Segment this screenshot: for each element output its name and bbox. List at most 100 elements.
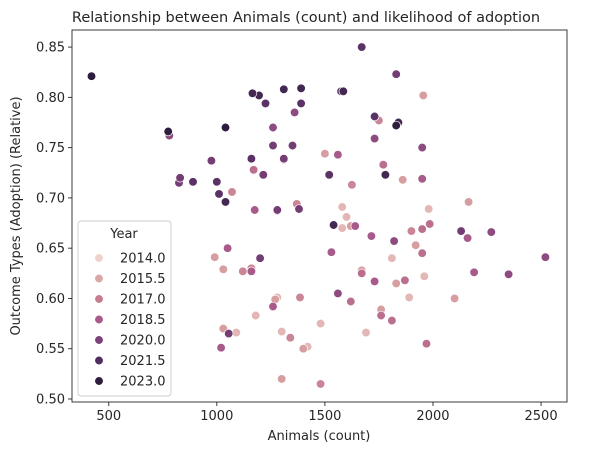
data-point [419,271,429,281]
data-point [417,174,427,184]
data-point [250,205,260,215]
legend-marker [94,314,104,325]
data-point [268,122,278,133]
data-point [220,197,231,207]
data-point [400,275,410,285]
y-tick-label: 0.65 [36,242,65,257]
x-tick-label: 1500 [308,409,341,424]
y-tick-label: 0.75 [36,141,65,156]
data-point [298,344,308,354]
data-point [279,84,289,94]
points-layer [86,42,551,389]
legend-marker [94,294,104,304]
data-point [366,231,377,241]
x-axis: 500 1000 1500 2000 2500 [96,402,558,424]
data-point [421,339,432,349]
data-point [391,120,401,131]
data-point [227,187,237,197]
data-point [456,226,466,236]
plot-area-frame [71,29,568,403]
data-point [346,296,356,307]
y-axis-title: Outcome Types (Adoption) (Relative) [9,96,24,335]
legend-marker [94,376,104,386]
data-point [296,83,306,93]
data-point [251,310,261,321]
y-tick-label: 0.50 [36,392,65,407]
data-point [285,333,295,343]
data-point [462,233,473,243]
data-point [296,98,306,109]
data-point [376,310,386,321]
data-point [540,252,551,262]
data-point [206,156,217,166]
y-tick-label: 0.60 [36,292,65,307]
data-point [247,88,258,98]
data-point [315,318,326,329]
legend-marker [94,355,104,366]
x-tick-label: 500 [96,409,121,424]
data-point [338,86,348,96]
legend-label: 2021.5 [120,354,166,369]
data-point [333,288,343,299]
data-point [214,189,224,199]
data-point [369,111,380,122]
x-tick-label: 2500 [525,409,558,424]
data-point [369,133,380,144]
data-point [341,212,352,222]
data-point [326,247,337,257]
data-point [369,276,380,287]
legend-marker [94,253,104,263]
data-point [255,253,265,263]
data-point [389,236,399,246]
data-point [387,253,397,263]
data-point [333,150,343,160]
x-tick-label: 2000 [416,409,449,424]
data-point [425,219,435,229]
data-point [391,278,401,289]
data-point [277,374,287,384]
data-point [503,269,514,279]
data-point [328,220,339,230]
legend-marker [94,335,104,345]
data-point [378,160,388,170]
y-tick-label: 0.85 [36,41,65,56]
data-point [418,90,428,101]
legend-title: Year [109,227,138,242]
data-point [357,42,367,52]
data-point [272,205,282,215]
data-point [260,98,271,109]
data-point [391,69,401,79]
data-point [224,328,234,339]
legend-label: 2015.5 [120,272,166,287]
legend-label: 2023.0 [120,375,166,390]
legend-label: 2018.5 [120,313,166,328]
legend-marker [94,273,104,284]
data-point [486,227,496,237]
data-point [279,154,289,164]
data-point [175,173,185,183]
data-point [277,326,287,337]
data-point [463,197,474,207]
data-point [295,292,305,303]
data-point [424,204,434,214]
data-point [216,343,226,353]
y-tick-label: 0.70 [36,191,65,206]
data-point [287,140,298,151]
data-point [404,292,414,303]
data-point [218,264,228,274]
data-point [350,221,360,231]
data-point [238,266,248,276]
data-point [449,293,460,304]
data-point [411,240,421,250]
data-point [337,202,347,212]
x-axis-title: Animals (count) [268,429,371,444]
data-point [222,243,233,253]
data-point [324,170,334,180]
data-point [361,327,371,338]
data-point [347,180,357,190]
legend-label: 2014.0 [120,252,166,267]
legend-label: 2017.0 [120,293,166,308]
data-point [246,266,257,276]
data-point [417,224,427,234]
